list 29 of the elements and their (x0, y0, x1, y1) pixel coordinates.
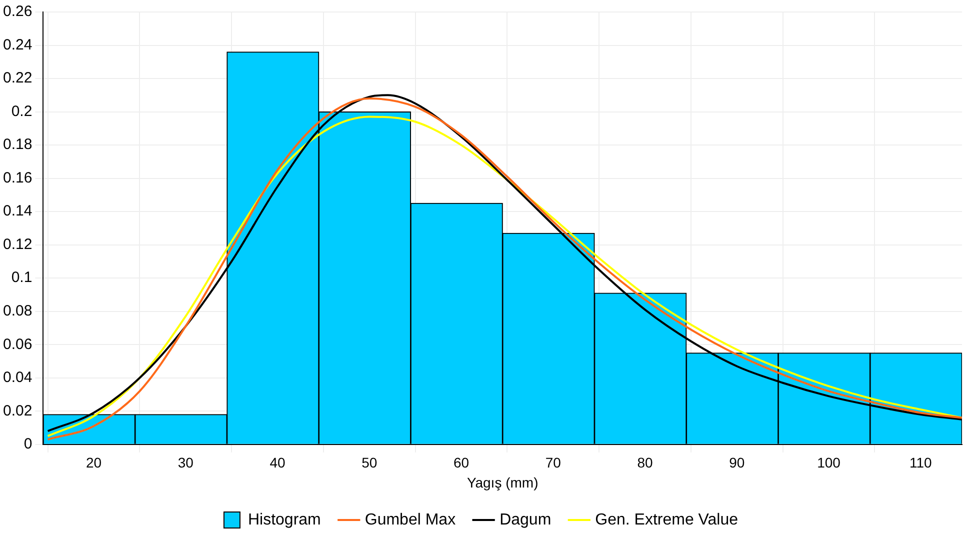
x-tick-label: 30 (178, 454, 194, 471)
x-tick-label: 70 (545, 454, 562, 471)
x-tick-label: 50 (362, 454, 378, 471)
y-tick-label: 0.26 (2, 3, 32, 20)
y-tick-label: 0.08 (2, 302, 32, 320)
x-tick-label: 100 (817, 454, 841, 471)
y-tick-label: 0.18 (2, 136, 32, 154)
legend-label: Dagum (500, 511, 552, 528)
x-tick-label: 20 (86, 454, 102, 471)
y-tick-label: 0.1 (11, 269, 32, 286)
y-tick-label: 0.12 (2, 236, 32, 253)
x-tick-label: 60 (453, 454, 470, 471)
legend-label: Gen. Extreme Value (595, 511, 738, 528)
legend-label: Gumbel Max (364, 511, 456, 528)
x-tick-label: 40 (270, 454, 286, 471)
y-tick-label: 0.24 (2, 36, 32, 54)
x-tick-label: 110 (909, 454, 932, 471)
y-tick-label: 0.2 (11, 102, 32, 120)
y-tick-label: 0 (24, 436, 32, 453)
x-tick-label: 90 (729, 454, 745, 471)
x-tick-label: 80 (637, 454, 654, 471)
y-tick-label: 0.02 (2, 402, 32, 420)
y-tick-label: 0.22 (2, 70, 32, 87)
y-tick-label: 0.16 (2, 169, 32, 186)
y-tick-label: 0.14 (2, 202, 32, 220)
y-tick-label: 0.06 (2, 336, 32, 353)
y-tick-label: 0.04 (2, 369, 32, 386)
x-axis-title: Yagış (mm) (466, 474, 538, 490)
legend-label: Histogram (248, 511, 321, 528)
